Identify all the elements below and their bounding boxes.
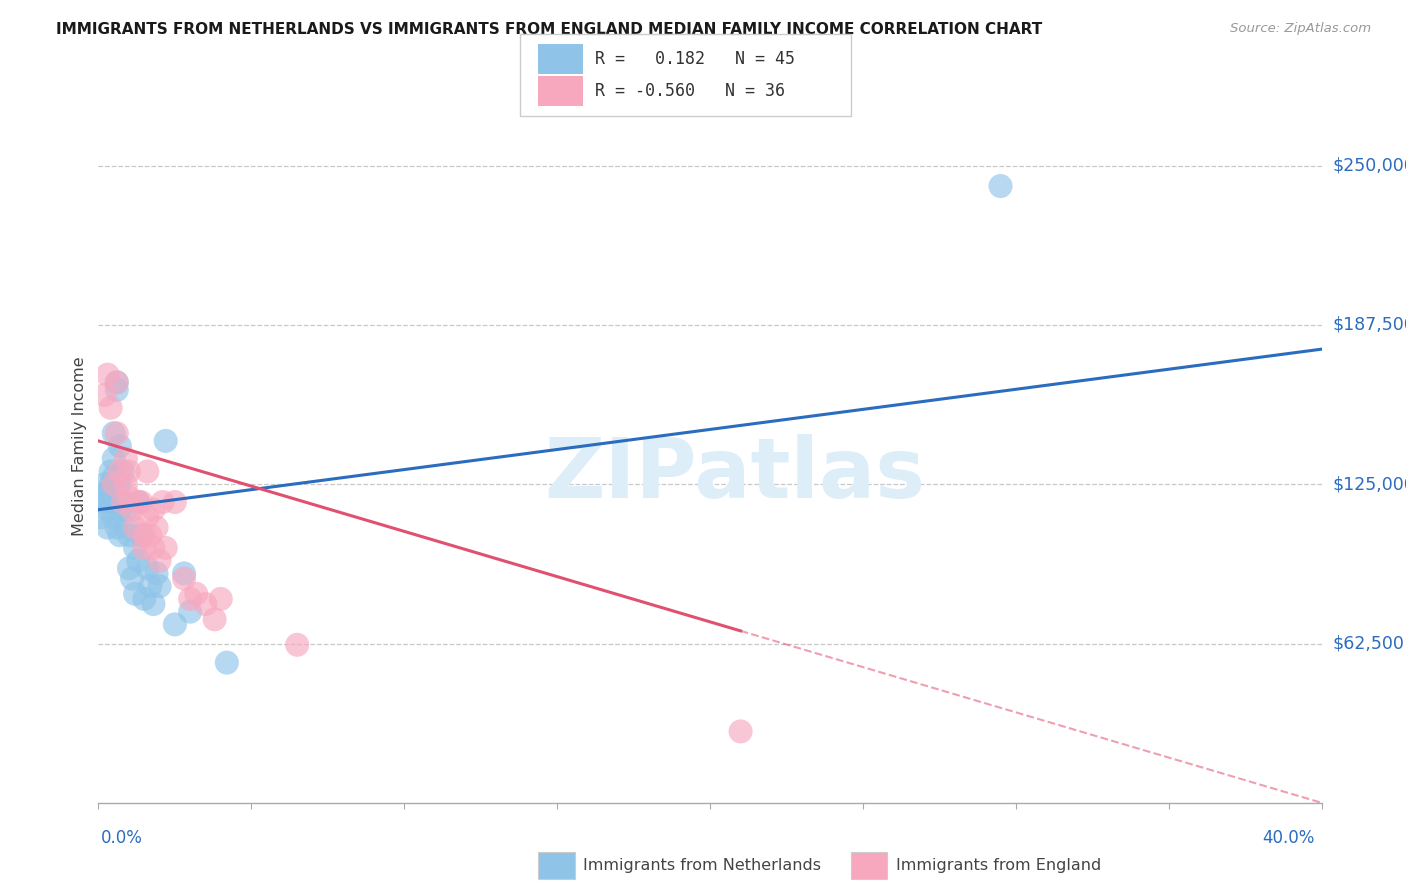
Point [127,495,149,509]
Point [118,561,141,575]
Text: 40.0%: 40.0% [1263,829,1315,847]
Point [136,561,159,575]
Point [97,368,120,382]
Point [103,451,125,466]
Point [149,554,172,568]
Text: Immigrants from Netherlands: Immigrants from Netherlands [583,858,821,872]
Point [105,376,128,390]
Point [136,465,159,479]
Point [152,495,174,509]
Point [103,426,125,441]
Point [90,510,112,524]
Point [111,495,134,509]
Point [118,528,141,542]
Point [142,597,165,611]
Point [100,401,122,415]
Point [118,490,141,504]
Point [194,597,217,611]
Point [204,612,226,626]
Point [97,502,120,516]
Point [121,502,143,516]
Point [173,572,195,586]
Point [124,587,146,601]
Text: $250,000: $250,000 [1333,157,1406,175]
Point [111,495,134,509]
Point [127,554,149,568]
Point [173,566,195,581]
Point [115,502,138,516]
Point [155,541,177,555]
Point [108,528,131,542]
Point [97,484,120,499]
Point [149,579,172,593]
Text: Source: ZipAtlas.com: Source: ZipAtlas.com [1230,22,1371,36]
Text: R =   0.182   N = 45: R = 0.182 N = 45 [595,50,794,68]
Point [100,495,122,509]
Point [129,528,152,542]
Point [179,605,201,619]
Point [100,477,122,491]
Point [118,465,141,479]
Point [142,502,165,516]
Point [105,383,128,397]
Point [115,451,138,466]
Point [127,495,149,509]
Point [179,591,201,606]
Text: $187,500: $187,500 [1333,316,1406,334]
Point [139,528,162,542]
Point [145,566,167,581]
Point [136,510,159,524]
Point [163,495,186,509]
Point [105,426,128,441]
Point [105,520,128,534]
Point [134,541,156,555]
Text: $62,500: $62,500 [1333,634,1405,653]
Point [209,591,232,606]
Point [108,465,131,479]
Point [121,572,143,586]
Text: ZIPatlas: ZIPatlas [544,434,925,515]
Point [97,520,120,534]
Point [108,502,131,516]
Text: 0.0%: 0.0% [101,829,143,847]
Point [103,477,125,491]
Point [129,495,152,509]
Text: IMMIGRANTS FROM NETHERLANDS VS IMMIGRANTS FROM ENGLAND MEDIAN FAMILY INCOME CORR: IMMIGRANTS FROM NETHERLANDS VS IMMIGRANT… [56,22,1042,37]
Point [990,179,1012,194]
Text: $125,000: $125,000 [1333,475,1406,493]
Point [145,520,167,534]
Text: R = -0.560   N = 36: R = -0.560 N = 36 [595,82,785,100]
Point [103,469,125,483]
Point [93,477,115,491]
Text: Immigrants from England: Immigrants from England [896,858,1101,872]
Point [124,541,146,555]
Point [155,434,177,448]
Point [108,477,131,491]
Point [90,490,112,504]
Point [142,541,165,555]
Point [93,495,115,509]
Point [730,724,752,739]
Point [115,477,138,491]
Point [134,591,156,606]
Point [105,376,128,390]
Point [93,388,115,402]
Point [111,465,134,479]
Point [285,638,308,652]
Point [124,520,146,534]
Point [108,439,131,453]
Point [215,656,238,670]
Point [134,528,156,542]
Y-axis label: Median Family Income: Median Family Income [72,356,87,536]
Point [163,617,186,632]
Point [115,520,138,534]
Point [100,465,122,479]
Point [139,579,162,593]
Point [103,510,125,524]
Point [186,587,208,601]
